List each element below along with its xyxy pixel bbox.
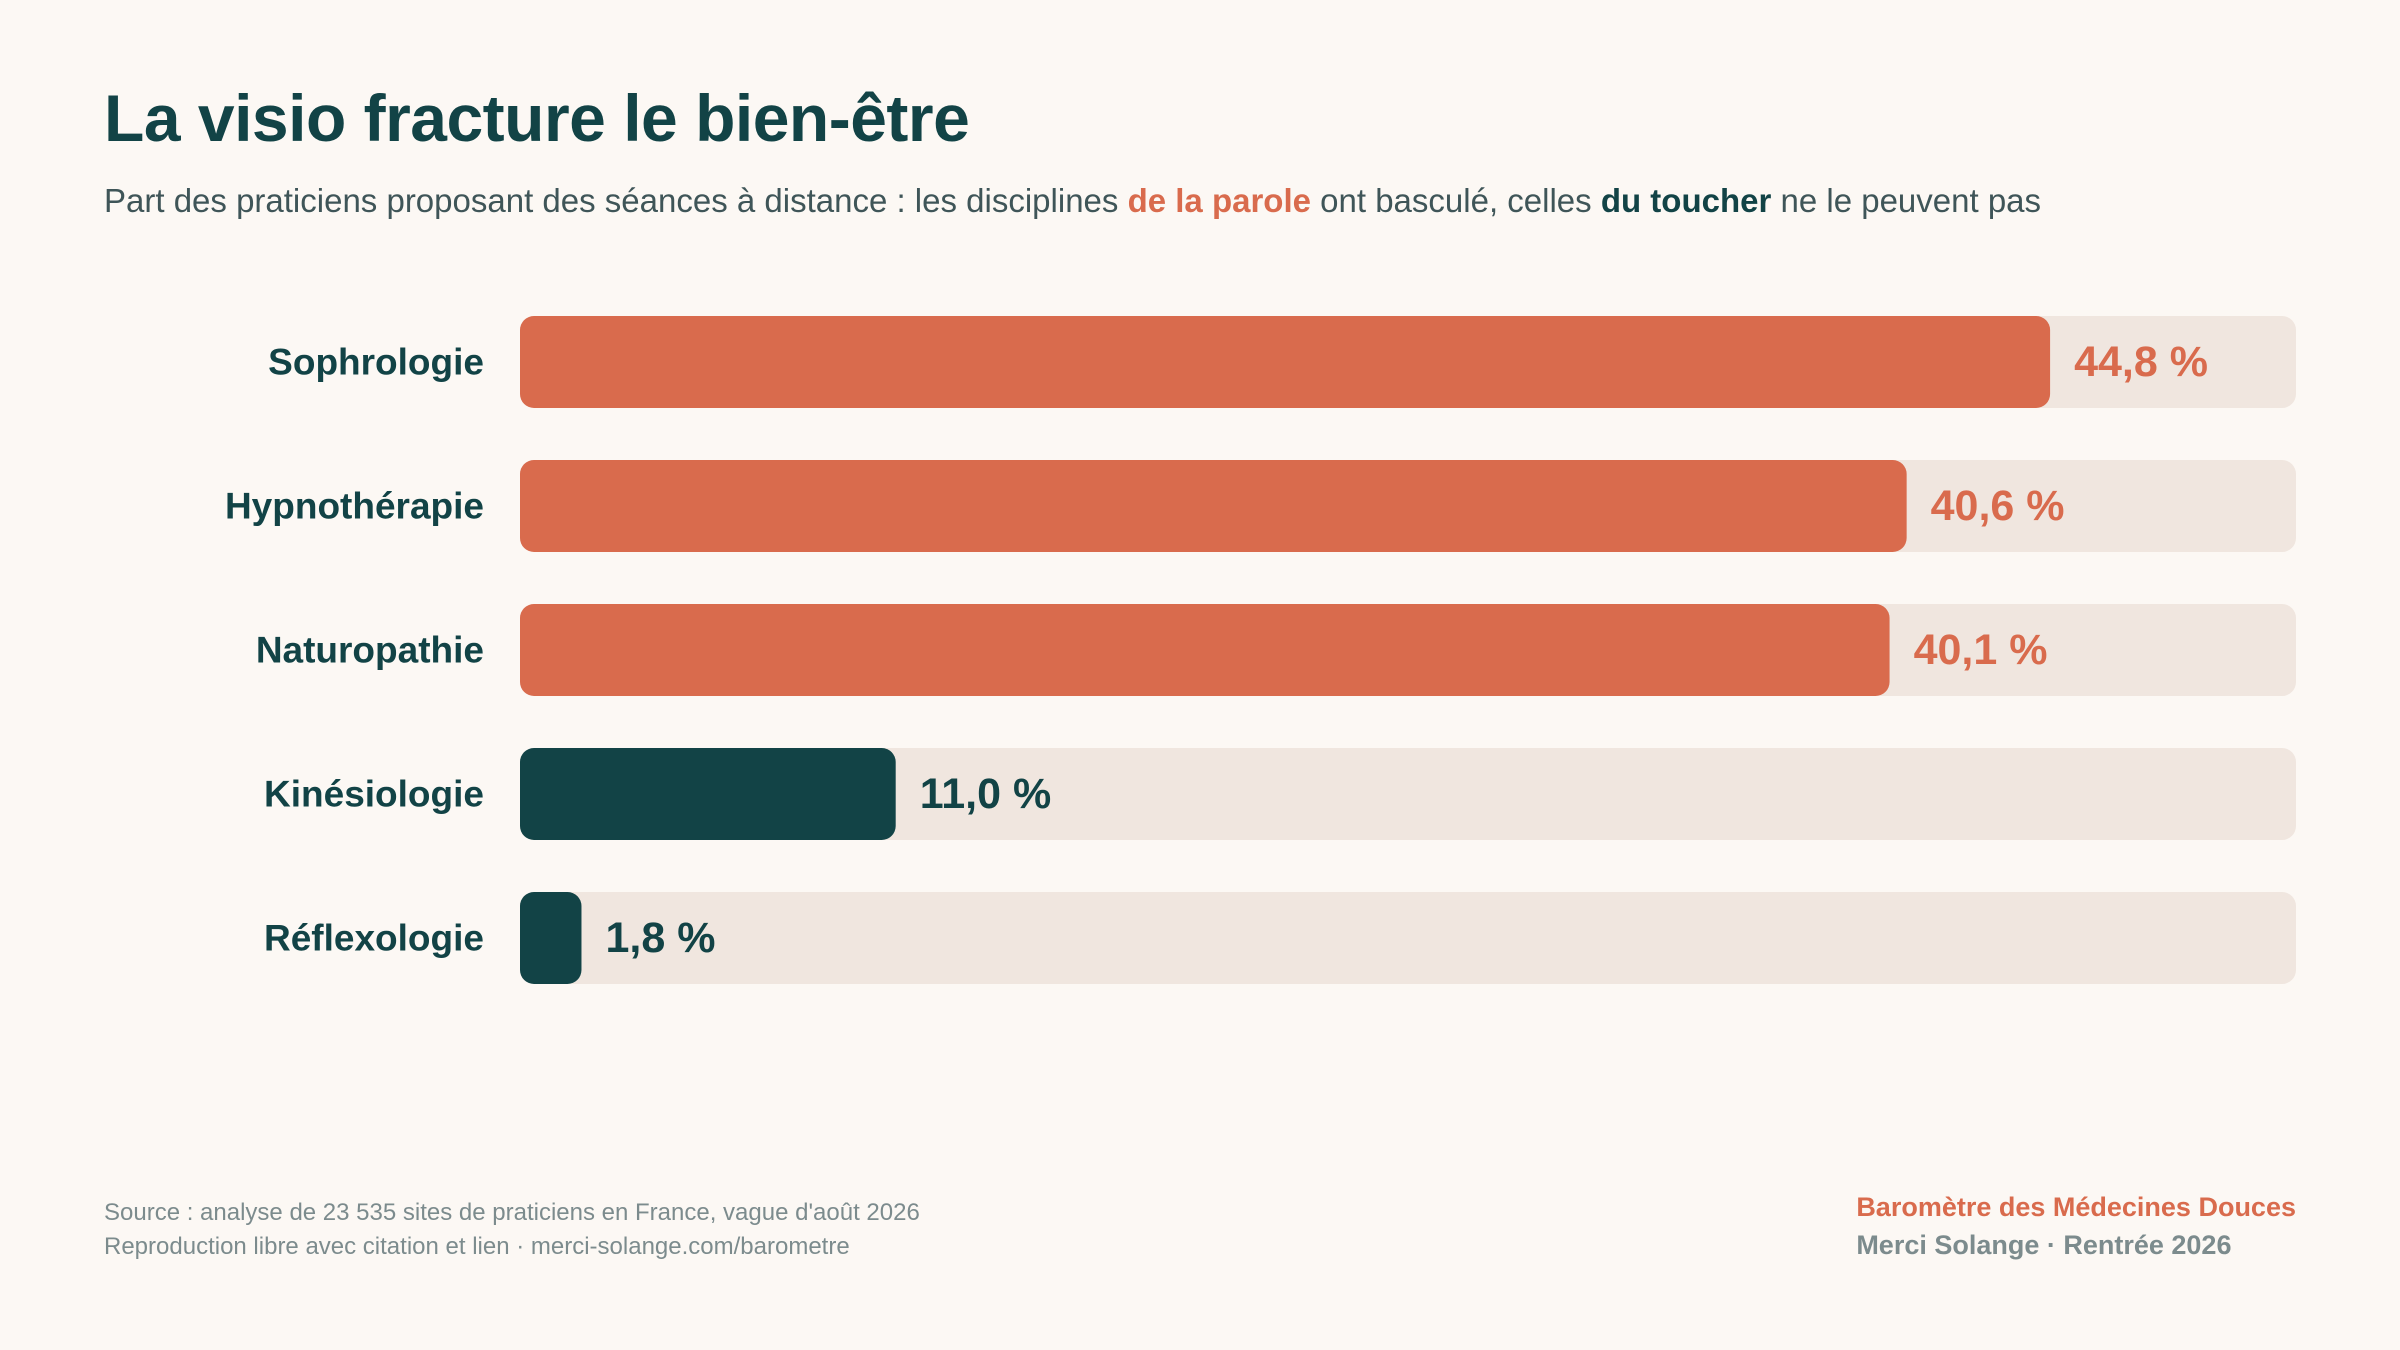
value-label-1: 40,6 % xyxy=(1931,482,2065,530)
brand-title: Baromètre des Médecines Douces xyxy=(1856,1192,2296,1222)
brand-subtitle: Merci Solange · Rentrée 2026 xyxy=(1856,1230,2232,1260)
category-label-3: Kinésiologie xyxy=(264,774,484,815)
footer-brand-block: Baromètre des Médecines Douces Merci Sol… xyxy=(1856,1188,2296,1264)
license-note: Reproduction libre avec citation et lien… xyxy=(104,1233,850,1260)
subtitle-highlight-parole: de la parole xyxy=(1127,182,1311,219)
bar-1 xyxy=(520,460,1907,552)
bar-3 xyxy=(520,748,896,840)
bar-track-3 xyxy=(520,748,2296,840)
subtitle-text-2: ont basculé, celles xyxy=(1310,182,1601,219)
footer-source-block: Source : analyse de 23 535 sites de prat… xyxy=(104,1196,920,1264)
chart-subtitle: Part des praticiens proposant des séance… xyxy=(104,182,2041,220)
source-note: Source : analyse de 23 535 sites de prat… xyxy=(104,1199,920,1226)
bar-4 xyxy=(520,892,582,984)
category-label-4: Réflexologie xyxy=(264,918,484,959)
subtitle-text-3: ne le peuvent pas xyxy=(1771,182,2042,219)
bar-track-4 xyxy=(520,892,2296,984)
category-label-0: Sophrologie xyxy=(268,342,484,383)
category-label-1: Hypnothérapie xyxy=(225,486,484,527)
bar-0 xyxy=(520,316,2051,408)
bar-chart: Sophrologie 44,8 % Hypnothérapie 40,6 % Natu… xyxy=(225,316,2296,984)
value-label-0: 44,8 % xyxy=(2074,338,2208,386)
category-label-2: Naturopathie xyxy=(256,630,484,671)
value-label-2: 40,1 % xyxy=(1914,626,2048,674)
subtitle-highlight-toucher: du toucher xyxy=(1600,182,1772,219)
value-label-4: 1,8 % xyxy=(605,914,715,962)
bar-2 xyxy=(520,604,1890,696)
subtitle-text-1: Part des praticiens proposant des séance… xyxy=(104,182,1128,219)
chart-title: La visio fracture le bien-être xyxy=(104,81,970,155)
value-label-3: 11,0 % xyxy=(920,770,1052,818)
